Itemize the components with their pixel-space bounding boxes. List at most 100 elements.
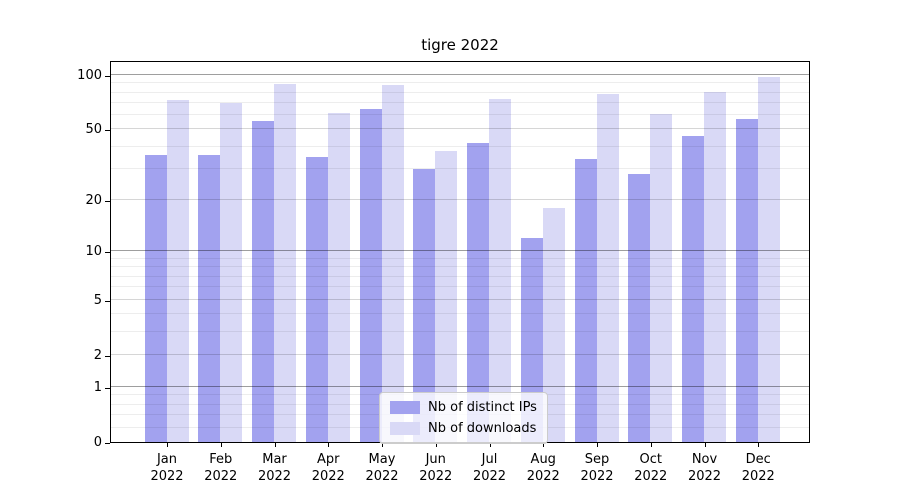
y-tick-mark [105, 301, 110, 302]
x-tick-label: Jul 2022 [462, 451, 518, 485]
x-tick-label: Oct 2022 [623, 451, 679, 485]
x-tick-month: Sep [584, 452, 610, 467]
y-tick-label: 20 [85, 192, 102, 208]
x-tick-label: Dec 2022 [730, 451, 786, 485]
y-tick-label: 2 [93, 347, 102, 363]
bar-downloads [327, 112, 350, 442]
x-tick-month: Aug [530, 452, 556, 467]
legend-swatch-downloads [390, 422, 420, 435]
major-gridline [111, 298, 809, 300]
bar-downloads [274, 84, 296, 442]
y-tick-label: 1 [93, 379, 102, 395]
x-tick-mark [435, 443, 437, 447]
x-tick-year: 2022 [687, 469, 722, 484]
minor-gridline [111, 330, 809, 332]
x-tick-month: Nov [691, 452, 718, 467]
x-tick-year: 2022 [257, 469, 292, 484]
minor-gridline [111, 82, 809, 84]
legend-item-distinct-ips: Nb of distinct IPs [390, 400, 537, 415]
x-tick-mark [328, 443, 330, 447]
y-tick-label: 50 [85, 122, 102, 138]
x-tick-year: 2022 [150, 469, 184, 484]
minor-gridline [111, 145, 809, 147]
bar-distinct-ips [735, 119, 758, 442]
bar-downloads [381, 85, 404, 442]
x-tick-month: Apr [317, 452, 340, 467]
y-tick-label: 100 [77, 68, 102, 84]
x-tick-label: Aug 2022 [515, 451, 571, 485]
x-tick-year: 2022 [526, 469, 560, 484]
bar-downloads [220, 103, 243, 442]
bar-downloads [166, 99, 189, 442]
bar-distinct-ips [467, 142, 489, 442]
bar-distinct-ips [520, 238, 543, 442]
x-tick-label: Nov 2022 [677, 451, 733, 485]
bar-distinct-ips [198, 154, 221, 442]
bar-distinct-ips [413, 168, 436, 442]
major-gridline [111, 385, 809, 387]
y-tick-mark [105, 388, 110, 389]
x-tick-month: Jun [425, 452, 446, 467]
x-tick-year: 2022 [472, 469, 507, 484]
legend: Nb of distinct IPs Nb of downloads [379, 392, 548, 444]
x-tick-year: 2022 [419, 469, 453, 484]
major-gridline [111, 128, 809, 130]
y-tick-label: 0 [93, 435, 102, 450]
x-tick-mark [650, 443, 652, 447]
minor-gridline [111, 114, 809, 116]
chart-title: tigre 2022 [421, 36, 499, 54]
minor-gridline [111, 266, 809, 268]
x-tick-mark [382, 443, 383, 447]
plot-area: Nb of distinct IPs Nb of downloads [110, 61, 810, 444]
bar-downloads [757, 76, 780, 442]
x-tick-label: Mar 2022 [247, 451, 303, 485]
bar-distinct-ips [574, 159, 597, 442]
x-tick-year: 2022 [204, 469, 238, 484]
x-tick-mark [758, 443, 760, 447]
x-tick-mark [543, 443, 545, 447]
y-tick-mark [105, 201, 110, 202]
y-tick-mark [105, 356, 110, 357]
x-tick-year: 2022 [580, 469, 614, 484]
x-tick-month: Mar [262, 452, 287, 467]
x-tick-year: 2022 [634, 469, 668, 484]
minor-gridline [111, 257, 809, 259]
y-tick-mark [105, 252, 110, 253]
x-tick-year: 2022 [365, 469, 399, 484]
y-tick-label: 10 [85, 244, 102, 260]
y-tick-mark [105, 443, 110, 444]
bar-downloads [435, 150, 458, 442]
bar-downloads [704, 91, 726, 442]
x-tick-month: Dec [745, 452, 771, 467]
legend-swatch-distinct-ips [390, 401, 420, 414]
major-gridline [111, 353, 809, 355]
major-gridline [111, 198, 809, 200]
x-tick-mark [704, 443, 706, 447]
legend-label-distinct-ips: Nb of distinct IPs [428, 400, 537, 415]
x-tick-month: Jul [481, 452, 498, 467]
bar-downloads [489, 98, 511, 442]
minor-gridline [111, 91, 809, 93]
major-gridline [111, 250, 809, 252]
x-tick-label: Apr 2022 [300, 451, 356, 485]
bar-distinct-ips [144, 154, 167, 442]
minor-gridline [111, 275, 809, 277]
legend-label-downloads: Nb of downloads [428, 421, 537, 436]
x-tick-label: May 2022 [354, 451, 410, 485]
bar-downloads [542, 207, 565, 442]
x-tick-label: Jun 2022 [408, 451, 464, 485]
bar-downloads [650, 113, 673, 442]
y-tick-mark [105, 76, 110, 77]
x-tick-year: 2022 [741, 469, 775, 484]
bar-downloads [596, 93, 619, 442]
minor-gridline [111, 286, 809, 288]
bar-distinct-ips [252, 120, 274, 442]
x-tick-mark [220, 443, 222, 447]
minor-gridline [111, 102, 809, 104]
x-tick-mark [597, 443, 598, 447]
minor-gridline [111, 167, 809, 169]
x-tick-month: May [368, 452, 396, 467]
x-tick-label: Sep 2022 [569, 451, 625, 485]
x-tick-month: Oct [639, 452, 662, 467]
